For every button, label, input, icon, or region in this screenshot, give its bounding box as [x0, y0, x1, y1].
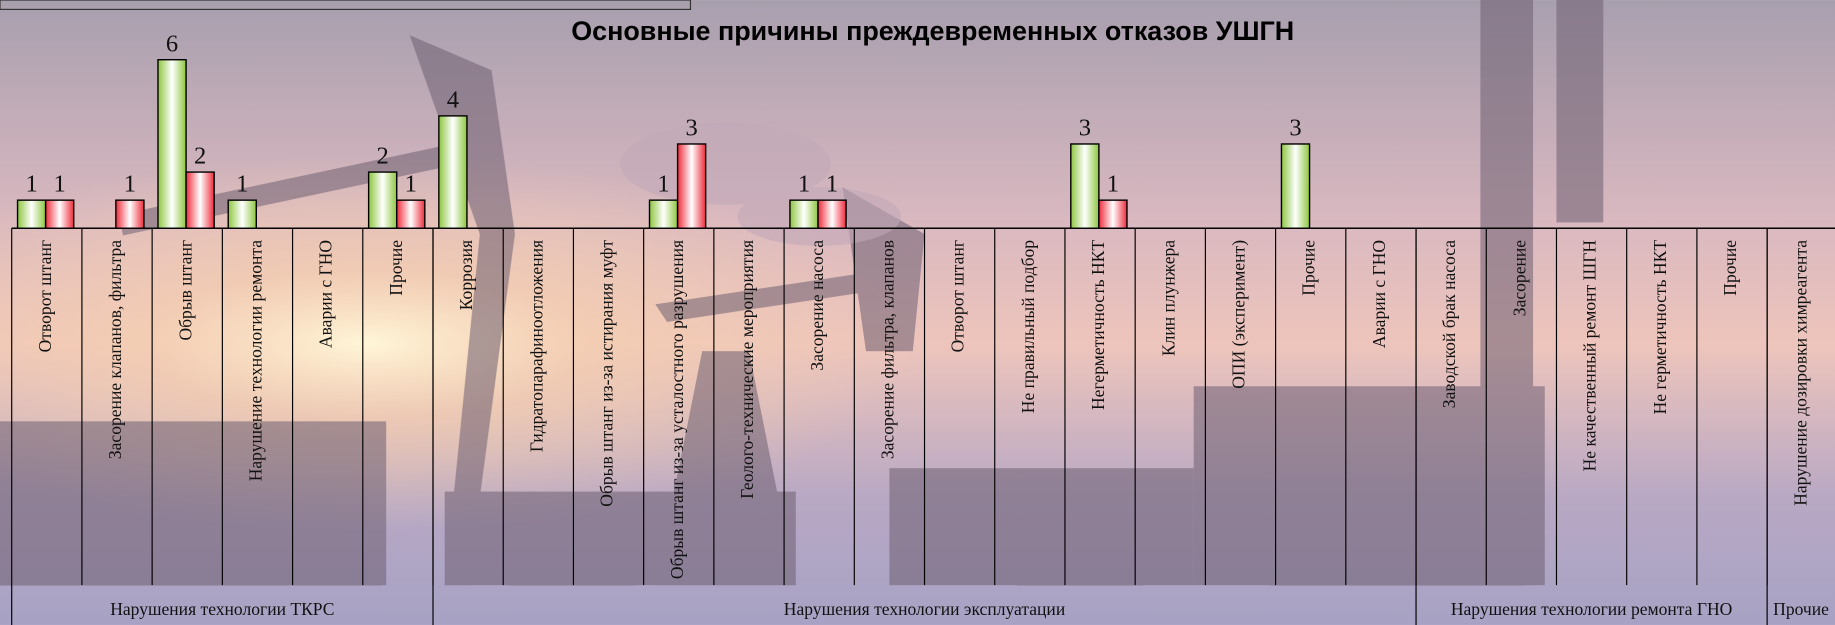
- category-label: Коррозия: [456, 240, 476, 310]
- bar: [1071, 144, 1099, 228]
- group-label: Прочие: [1773, 599, 1829, 619]
- category-label: Не качественный ремонт ШГН: [1580, 240, 1600, 472]
- bar: [369, 172, 397, 228]
- bar: [678, 144, 706, 228]
- category-label: Нарушение дозировки химреагента: [1790, 240, 1810, 506]
- value-label: 1: [1107, 171, 1119, 198]
- bar: [18, 200, 46, 228]
- category-label: Не герметичность НКТ: [1650, 240, 1670, 415]
- bar: [790, 200, 818, 228]
- group-label: Нарушения технологии ТКРС: [110, 599, 334, 619]
- value-label: 1: [657, 171, 669, 198]
- category-label: Прочие: [1299, 240, 1319, 296]
- value-label: 3: [685, 115, 697, 142]
- category-label: Прочие: [1720, 240, 1740, 296]
- bar: [158, 60, 186, 229]
- page: Основные причины преждевременных отказов…: [0, 0, 1835, 625]
- category-label: Заводской брак насоса: [1439, 240, 1459, 408]
- bar: [46, 200, 74, 228]
- bar: [650, 200, 678, 228]
- category-label: Засорение: [1509, 240, 1529, 316]
- bar: [1099, 200, 1127, 228]
- category-label: Прочие: [386, 240, 406, 296]
- category-label: Отворот штанг: [948, 240, 968, 352]
- bar: [186, 172, 214, 228]
- bar: [818, 200, 846, 228]
- value-label: 3: [1079, 115, 1091, 142]
- bar: [228, 200, 256, 228]
- value-label: 1: [124, 171, 136, 198]
- value-label: 1: [798, 171, 810, 198]
- value-label: 2: [377, 143, 389, 170]
- value-label: 6: [166, 30, 178, 57]
- category-label: Геолого-технические мероприятия: [737, 240, 757, 499]
- category-label: Засорение клапанов, фильтра: [105, 240, 125, 459]
- bar: [1281, 144, 1309, 228]
- bar: [439, 116, 467, 228]
- category-label: ОПИ (эксперимент): [1229, 240, 1249, 389]
- category-label: Гидратопарафиноотложения: [526, 240, 546, 452]
- category-label: Негерметичность НКТ: [1088, 240, 1108, 410]
- category-label: Обрыв штанг: [175, 240, 195, 341]
- group-label: Нарушения технологии ремонта ГНО: [1451, 599, 1733, 619]
- value-label: 1: [25, 171, 37, 198]
- group-label: Нарушения технологии эксплуатации: [784, 599, 1065, 619]
- value-label: 1: [54, 171, 66, 198]
- category-label: Аварии с ГНО: [1369, 240, 1389, 348]
- value-label: 1: [405, 171, 417, 198]
- category-label: Обрыв штанг из-за истирания муфт: [597, 240, 617, 507]
- category-label: Клин плунжера: [1158, 240, 1178, 356]
- category-label: Аварии с ГНО: [316, 240, 336, 348]
- category-label: Не правильный подбор: [1018, 240, 1038, 413]
- background: [0, 0, 1835, 625]
- category-label: Засорение фильтра, клапанов: [877, 240, 897, 459]
- category-label: Засорение насоса: [807, 240, 827, 371]
- category-label: Отворот штанг: [35, 240, 55, 352]
- value-label: 1: [236, 171, 248, 198]
- category-label: Обрыв штанг из-за усталостного разрушени…: [667, 240, 687, 579]
- value-label: 4: [447, 86, 459, 113]
- bar: [116, 200, 144, 228]
- chart: Основные причины преждевременных отказов…: [0, 0, 1835, 625]
- chart-title: Основные причины преждевременных отказов…: [571, 16, 1294, 46]
- value-label: 3: [1289, 115, 1301, 142]
- bar: [397, 200, 425, 228]
- value-label: 1: [826, 171, 838, 198]
- value-label: 2: [194, 143, 206, 170]
- category-label: Нарушение технологии ремонта: [245, 240, 265, 482]
